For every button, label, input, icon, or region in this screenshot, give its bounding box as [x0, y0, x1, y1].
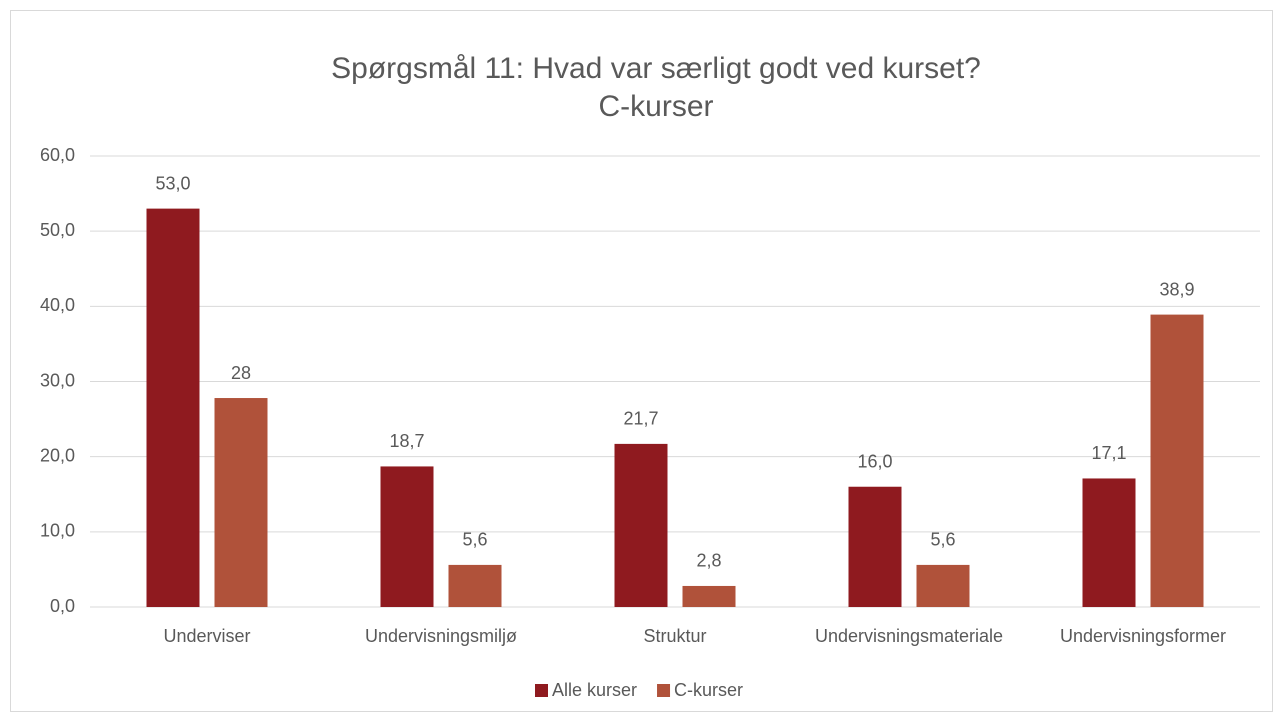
- data-label: 21,7: [623, 409, 658, 429]
- y-tick-label: 10,0: [40, 521, 75, 541]
- x-tick-label: Struktur: [643, 626, 706, 646]
- x-tick-label: Undervisningsmateriale: [815, 626, 1003, 646]
- bar: [1082, 478, 1136, 607]
- chart-title: Spørgsmål 11: Hvad var særligt godt ved …: [331, 52, 981, 85]
- data-label: 53,0: [155, 173, 190, 193]
- y-tick-label: 30,0: [40, 370, 75, 390]
- x-tick-label: Underviser: [163, 626, 250, 646]
- x-tick-label: Undervisningsmiljø: [365, 626, 517, 646]
- data-label: 18,7: [389, 431, 424, 451]
- legend-label: Alle kurser: [552, 680, 637, 700]
- y-tick-label: 50,0: [40, 220, 75, 240]
- data-label: 28: [231, 363, 251, 383]
- y-tick-label: 0,0: [50, 596, 75, 616]
- bar: [1150, 314, 1204, 607]
- chart-subtitle: C-kurser: [598, 90, 713, 123]
- data-label: 5,6: [462, 530, 487, 550]
- data-label: 17,1: [1091, 443, 1126, 463]
- bar: [146, 208, 200, 607]
- bar: [214, 398, 268, 607]
- y-tick-label: 60,0: [40, 145, 75, 165]
- bar: [848, 486, 902, 607]
- data-label: 5,6: [930, 530, 955, 550]
- bar: [682, 585, 736, 607]
- y-tick-label: 40,0: [40, 295, 75, 315]
- data-label: 38,9: [1159, 279, 1194, 299]
- data-label: 2,8: [696, 551, 721, 571]
- y-tick-label: 20,0: [40, 445, 75, 465]
- x-tick-label: Undervisningsformer: [1060, 626, 1226, 646]
- bar: [448, 564, 502, 607]
- legend-swatch: [535, 684, 548, 697]
- legend-swatch: [657, 684, 671, 697]
- bar: [380, 466, 434, 607]
- legend-label: C-kurser: [674, 680, 743, 700]
- bar: [916, 564, 970, 607]
- bar: [614, 443, 668, 607]
- data-label: 16,0: [857, 451, 892, 471]
